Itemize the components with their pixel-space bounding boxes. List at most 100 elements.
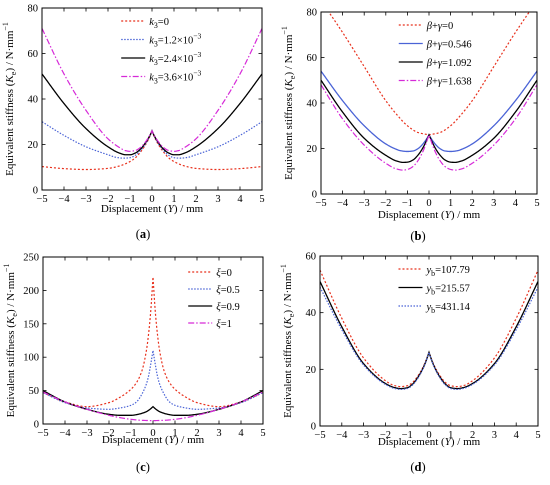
x-tick-label: −2 <box>102 194 113 205</box>
legend-label: yb​=215.57 <box>425 283 469 296</box>
series-line-3 <box>321 79 537 164</box>
legend-label: ξ=0.9 <box>216 302 240 313</box>
y-tick-label: 50 <box>29 386 40 397</box>
x-tick-label: 2 <box>470 430 475 441</box>
y-tick-label: 0 <box>33 186 38 197</box>
x-tick-label: 0 <box>149 194 154 205</box>
x-tick-label: −2 <box>103 428 114 439</box>
legend-label: β+γ=1.092 <box>426 58 472 69</box>
legend-label: ξ=0 <box>216 268 232 279</box>
plot-frame <box>42 256 264 425</box>
x-tick-label: −5 <box>314 430 325 441</box>
x-tick-label: −3 <box>81 428 92 439</box>
chart-panel-3: −5 −4 −3 −2 −1 0 1 2 3 4 5050100150200250ξ=0ξ=0.5ξ… <box>2 253 266 475</box>
panel-caption: (a) <box>136 227 151 241</box>
x-tick-label: 5 <box>534 198 539 209</box>
x-tick-label: 4 <box>514 430 520 441</box>
x-tick-label: −2 <box>380 430 391 441</box>
series-line-4 <box>42 28 262 152</box>
y-tick-label: 0 <box>311 422 316 433</box>
x-tick-label: −3 <box>358 430 369 441</box>
series-line-2 <box>43 350 263 410</box>
x-tick-label: 0 <box>150 428 155 439</box>
y-tick-label: 40 <box>28 95 39 106</box>
y-tick-label: 60 <box>28 49 39 60</box>
series-line-3 <box>43 390 263 416</box>
legend-label: ξ=1 <box>216 319 232 330</box>
y-tick-label: 60 <box>306 252 317 263</box>
x-tick-label: 4 <box>513 198 519 209</box>
x-tick-label: −5 <box>36 194 47 205</box>
x-axis-label: Displacement (Y) / mm <box>102 434 205 446</box>
x-axis-label: Displacement (Y) / mm <box>378 436 481 448</box>
y-tick-label: 40 <box>306 308 317 319</box>
y-tick-label: 20 <box>307 144 318 155</box>
y-tick-label: 40 <box>307 99 318 110</box>
panel-caption: (b) <box>410 229 425 243</box>
y-tick-label: 80 <box>307 8 318 19</box>
x-tick-label: −2 <box>380 198 391 209</box>
y-tick-label: 250 <box>23 253 39 264</box>
series-line-1 <box>43 277 263 408</box>
x-tick-label: −1 <box>402 198 413 209</box>
series-line-1 <box>320 269 538 388</box>
x-tick-label: 3 <box>491 198 496 209</box>
panel-caption: (d) <box>410 460 425 474</box>
x-tick-label: 0 <box>426 430 431 441</box>
x-tick-label: 1 <box>448 198 453 209</box>
x-axis-label: Displacement (Y) / mm <box>378 209 481 221</box>
legend: k3​=0k3​=1.2×10−3 k3​=2.4×10−3k3​=3.6×10−… <box>121 17 202 85</box>
x-tick-label: 2 <box>194 428 199 439</box>
legend-label: β+γ=0 <box>426 21 453 32</box>
x-tick-label: 4 <box>237 194 243 205</box>
x-tick-label: 2 <box>193 194 198 205</box>
x-tick-label: −4 <box>337 198 349 209</box>
chart-panel-2: −5 −4 −3 −2 −1 0 1 2 3 4 5020406080β+γ=0β+γ=0.546β… <box>280 8 540 244</box>
y-tick-label: 0 <box>312 190 317 201</box>
series-line-4 <box>321 84 537 171</box>
legend: β+γ=0 β+γ=0.546 β+γ=1.092 β+γ=1.638 <box>398 21 472 87</box>
legend-label: k3​=3.6×10−3 <box>149 68 201 85</box>
x-tick-label: −3 <box>80 194 91 205</box>
legend: yb​=107.79 yb​=215.57 yb​=431.14 <box>398 265 471 315</box>
x-tick-label: −4 <box>336 430 348 441</box>
legend-label: k3​=1.2×10−3 <box>149 31 201 48</box>
series-line-4 <box>43 391 263 422</box>
x-tick-label: 5 <box>259 194 264 205</box>
x-tick-label: −1 <box>402 430 413 441</box>
legend-label: β+γ=1.638 <box>426 76 472 87</box>
y-tick-label: 80 <box>28 4 39 15</box>
y-axis-label: Equivalent stiffness (Ke​) / N·mm−1 <box>1 22 18 176</box>
y-tick-label: 20 <box>28 140 39 151</box>
x-tick-label: −5 <box>37 428 48 439</box>
x-tick-label: 5 <box>260 428 265 439</box>
y-tick-label: 60 <box>307 53 318 64</box>
y-axis-label: Equivalent stiffness (Ke​) / N·mm−1 <box>279 264 296 418</box>
legend-label: yb​=107.79 <box>425 265 469 278</box>
x-tick-label: −1 <box>125 428 136 439</box>
plot-frame <box>41 7 263 191</box>
x-tick-label: −3 <box>359 198 370 209</box>
legend-label: yb​=431.14 <box>425 302 470 315</box>
x-tick-label: 1 <box>448 430 453 441</box>
series-line-3 <box>42 73 262 156</box>
y-axis-label: Equivalent stiffness (Ke​) / N·mm−1 <box>280 26 297 180</box>
y-tick-label: 20 <box>306 365 317 376</box>
panel-caption: (c) <box>136 460 150 474</box>
x-tick-label: 3 <box>215 194 220 205</box>
x-tick-label: 1 <box>172 428 177 439</box>
x-tick-label: 2 <box>470 198 475 209</box>
y-tick-label: 0 <box>34 420 39 431</box>
legend-label: k3​=2.4×10−3 <box>149 50 201 67</box>
y-tick-label: 150 <box>23 319 39 330</box>
legend-label: k3​=0 <box>149 17 169 30</box>
y-tick-label: 200 <box>23 286 39 297</box>
x-axis-label: Displacement (Y) / mm <box>101 203 204 215</box>
x-tick-label: −4 <box>58 194 70 205</box>
y-tick-label: 100 <box>23 353 39 364</box>
x-tick-label: 5 <box>535 430 540 441</box>
x-tick-label: 4 <box>238 428 244 439</box>
x-tick-label: 0 <box>426 198 431 209</box>
y-axis-label: Equivalent stiffness (Ke​) / N·mm−1 <box>2 264 19 418</box>
